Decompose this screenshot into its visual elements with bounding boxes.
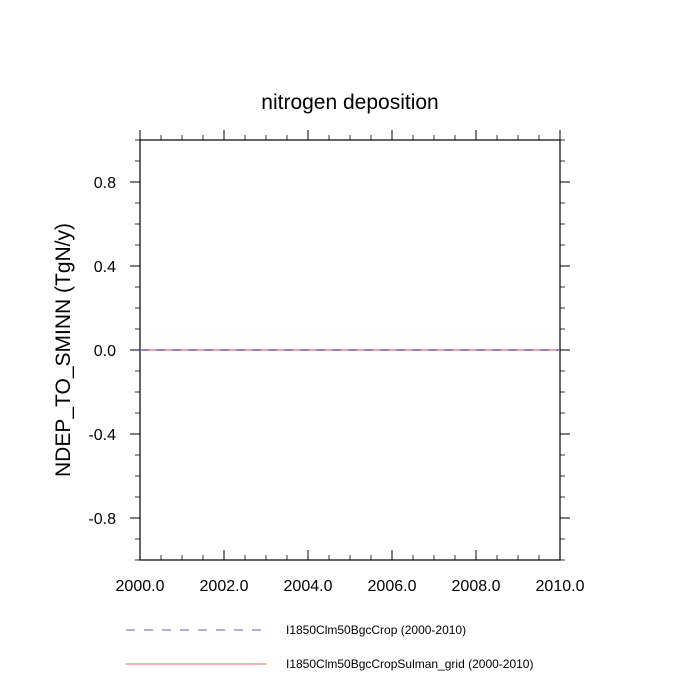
x-tick-label: 2002.0 — [200, 578, 249, 595]
x-tick-label: 2000.0 — [116, 578, 165, 595]
y-tick-label: -0.8 — [88, 511, 116, 528]
y-tick-label: 0.8 — [94, 175, 116, 192]
y-tick-label: -0.4 — [88, 427, 116, 444]
legend-label: I1850Clm50BgcCrop (2000-2010) — [286, 623, 466, 637]
x-tick-label: 2006.0 — [368, 578, 417, 595]
y-tick-label: 0.0 — [94, 343, 116, 360]
x-tick-label: 2010.0 — [536, 578, 585, 595]
tick-labels: 2000.0 2002.0 2004.0 2006.0 2008.0 2010.0 0.8 0… — [88, 175, 584, 595]
chart-title: nitrogen deposition — [261, 91, 438, 114]
x-tick-label: 2008.0 — [452, 578, 501, 595]
x-tick-label: 2004.0 — [284, 578, 333, 595]
axis-ticks — [130, 130, 570, 561]
legend: I1850Clm50BgcCrop (2000-2010) I1850Clm50B… — [126, 623, 533, 671]
y-tick-label: 0.4 — [94, 259, 116, 276]
y-axis-label: NDEP_TO_SMINN (TgN/y) — [52, 223, 75, 477]
legend-label: I1850Clm50BgcCropSulman_grid (2000-2010) — [286, 657, 533, 671]
